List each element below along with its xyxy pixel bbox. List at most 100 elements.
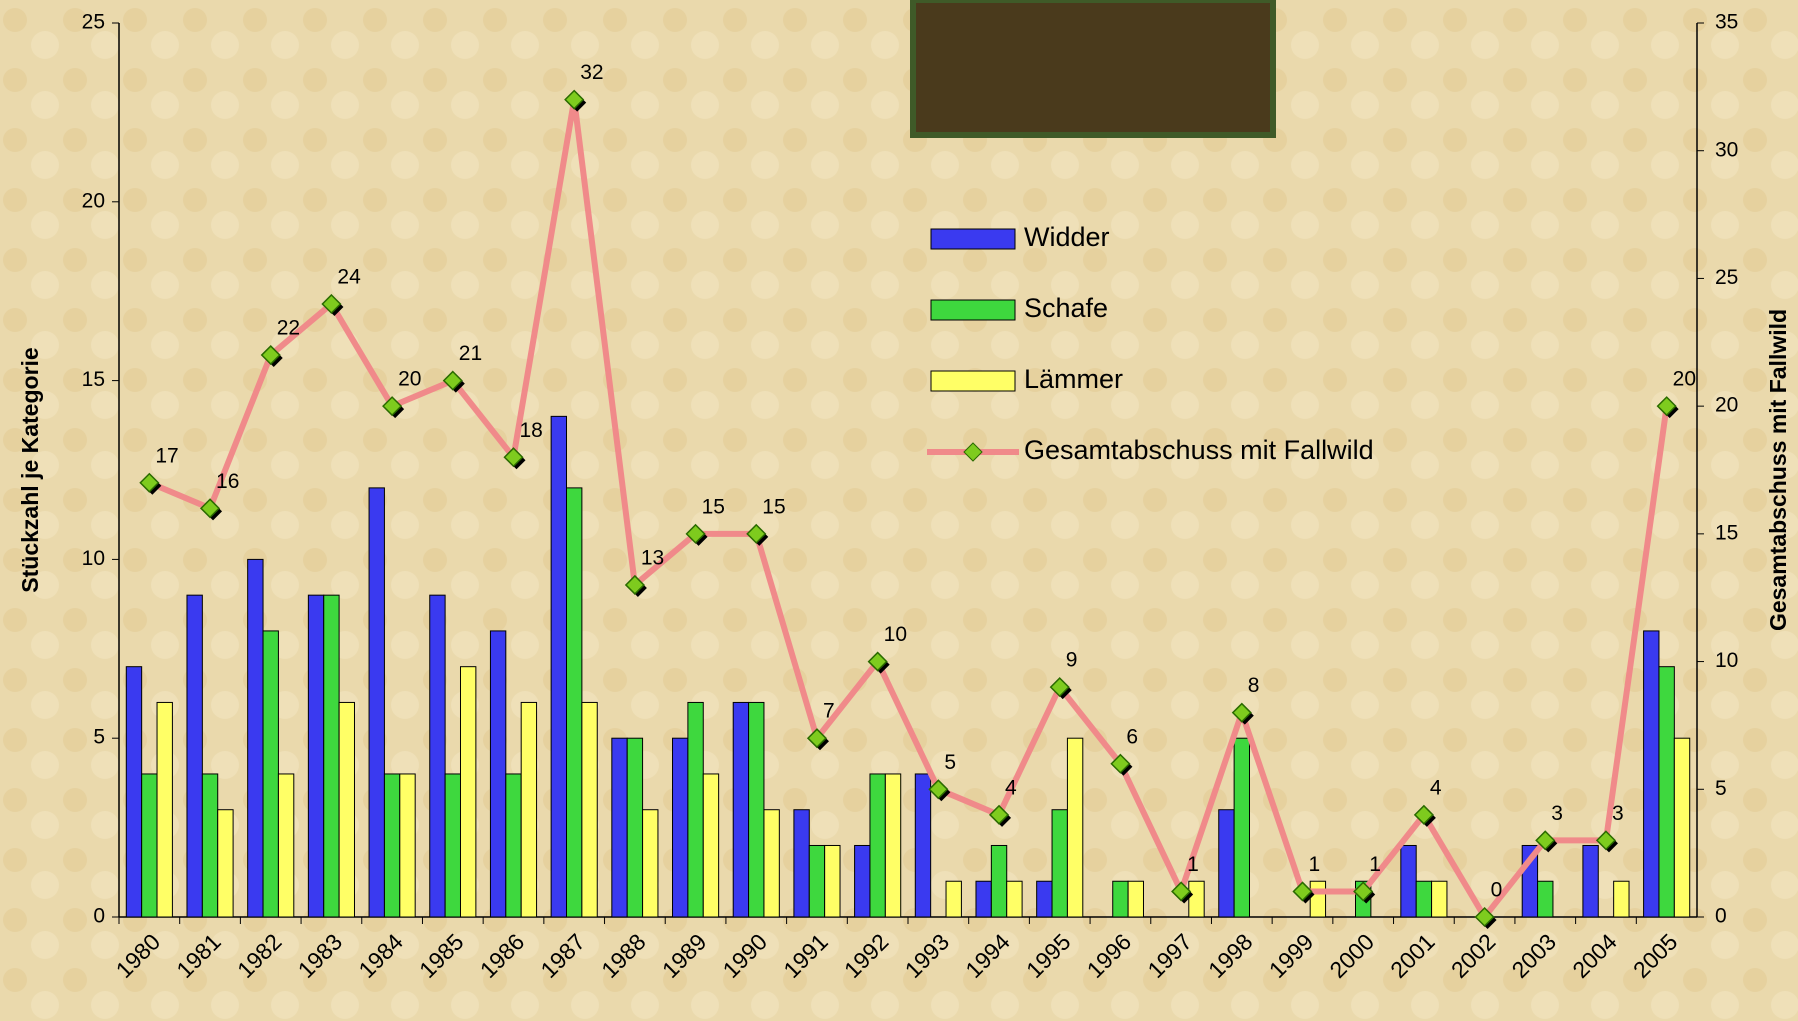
- page: Stückzahl je Kategorie Gesamtabschuss mi…: [0, 0, 1798, 1021]
- chart: Stückzahl je Kategorie Gesamtabschuss mi…: [0, 0, 1798, 1021]
- legend-label: Lämmer: [1024, 364, 1123, 394]
- bar: [400, 774, 415, 917]
- bar: [430, 595, 445, 917]
- bar: [1234, 738, 1249, 917]
- bar: [324, 595, 339, 917]
- y-tick-label: 25: [82, 11, 105, 34]
- bar: [1219, 810, 1234, 917]
- data-label: 1: [1369, 853, 1381, 876]
- bar: [308, 595, 323, 917]
- data-label: 16: [216, 470, 239, 493]
- data-label: 20: [1673, 368, 1696, 391]
- bar: [1007, 881, 1022, 917]
- bar: [794, 810, 809, 917]
- bar: [855, 845, 870, 917]
- bar: [567, 488, 582, 917]
- bar: [764, 810, 779, 917]
- legend-label: Schafe: [1024, 293, 1108, 323]
- bar: [521, 702, 536, 917]
- legend-label: Widder: [1024, 222, 1110, 252]
- bar: [1310, 881, 1325, 917]
- bar: [157, 702, 172, 917]
- y2-tick-label: 5: [1715, 777, 1727, 800]
- bar: [1416, 881, 1431, 917]
- y2-axis-title: Gesamtabschuss mit Fallwild: [1765, 309, 1791, 631]
- bar: [1128, 881, 1143, 917]
- legend-swatch: [931, 371, 1015, 391]
- data-label: 3: [1551, 802, 1563, 825]
- data-label: 8: [1248, 674, 1260, 697]
- bar: [733, 702, 748, 917]
- data-label: 18: [520, 419, 543, 442]
- y2-tick-label: 35: [1715, 11, 1738, 34]
- bar: [688, 702, 703, 917]
- bar: [643, 810, 658, 917]
- data-label: 7: [823, 700, 835, 723]
- bar: [612, 738, 627, 917]
- bar: [870, 774, 885, 917]
- y2-tick-label: 15: [1715, 521, 1738, 544]
- bar: [582, 702, 597, 917]
- bar: [490, 631, 505, 917]
- bar: [1189, 881, 1204, 917]
- bar: [369, 488, 384, 917]
- data-label: 9: [1066, 649, 1078, 672]
- bar: [202, 774, 217, 917]
- y2-tick-label: 30: [1715, 138, 1738, 161]
- photo: [913, 0, 1273, 135]
- bar: [1113, 881, 1128, 917]
- data-label: 22: [277, 317, 300, 340]
- data-label: 3: [1612, 802, 1624, 825]
- bar: [1052, 810, 1067, 917]
- bar: [126, 667, 141, 917]
- bar: [749, 702, 764, 917]
- data-label: 13: [641, 546, 664, 569]
- bar: [278, 774, 293, 917]
- bar: [946, 881, 961, 917]
- bar: [1614, 881, 1629, 917]
- legend-label: Gesamtabschuss mit Fallwild: [1024, 435, 1374, 465]
- data-label: 5: [944, 751, 956, 774]
- y2-tick-label: 10: [1715, 649, 1738, 672]
- data-label: 32: [580, 61, 603, 84]
- data-label: 1: [1187, 853, 1199, 876]
- bar: [991, 845, 1006, 917]
- bar: [885, 774, 900, 917]
- bar: [1401, 845, 1416, 917]
- bar: [218, 810, 233, 917]
- bar: [627, 738, 642, 917]
- bar: [809, 845, 824, 917]
- data-label: 15: [762, 495, 785, 518]
- bar: [673, 738, 688, 917]
- y2-tick-label: 20: [1715, 394, 1738, 417]
- bar: [384, 774, 399, 917]
- y-tick-label: 15: [82, 368, 105, 391]
- bar: [1659, 667, 1674, 917]
- bar: [915, 774, 930, 917]
- y2-tick-label: 25: [1715, 266, 1738, 289]
- y-tick-label: 5: [93, 726, 105, 749]
- bar: [445, 774, 460, 917]
- data-label: 24: [337, 266, 361, 289]
- bar: [460, 667, 475, 917]
- bar: [248, 559, 263, 917]
- bar: [263, 631, 278, 917]
- bar: [551, 416, 566, 917]
- bar: [1067, 738, 1082, 917]
- data-label: 17: [155, 444, 178, 467]
- legend-swatch: [931, 229, 1015, 249]
- bar: [703, 774, 718, 917]
- bar: [1538, 881, 1553, 917]
- y-tick-label: 20: [82, 189, 105, 212]
- bar: [1583, 845, 1598, 917]
- bar: [1674, 738, 1689, 917]
- data-label: 4: [1430, 776, 1442, 799]
- data-label: 1: [1309, 853, 1321, 876]
- data-label: 6: [1126, 725, 1138, 748]
- data-label: 4: [1005, 776, 1017, 799]
- y-axis-title: Stückzahl je Kategorie: [17, 347, 43, 592]
- data-label: 15: [702, 495, 725, 518]
- bar: [825, 845, 840, 917]
- y-tick-label: 10: [82, 547, 105, 570]
- legend-swatch: [931, 300, 1015, 320]
